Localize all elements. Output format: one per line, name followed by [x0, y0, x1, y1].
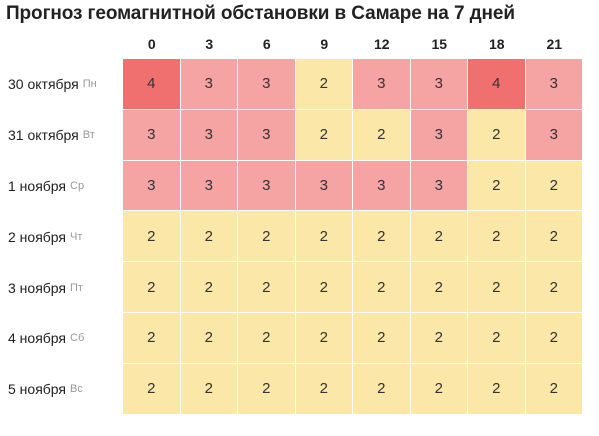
- day-of-week: Вт: [82, 129, 95, 142]
- kp-index-cell: 2: [295, 211, 352, 262]
- kp-index-cell: 2: [238, 312, 295, 363]
- day-label: 31 октября Вт: [0, 110, 123, 161]
- kp-index-cell: 2: [410, 312, 467, 363]
- forecast-row: 5 ноября Вс 2 2 2 2 2 2 2 2: [0, 363, 583, 415]
- kp-index-cell: 2: [295, 262, 352, 312]
- kp-index-cell: 3: [295, 160, 352, 211]
- kp-index-cell: 2: [295, 109, 352, 160]
- hour-header: 15: [431, 36, 448, 52]
- day-label: 4 ноября Сб: [0, 313, 123, 364]
- kp-index-cell: 3: [180, 160, 237, 211]
- kp-index-cell: 3: [525, 109, 582, 160]
- forecast-row: 1 ноября Ср 3 3 3 3 3 3 2 2: [0, 160, 583, 212]
- kp-index-cell: 2: [238, 363, 295, 414]
- hour-header: 3: [205, 36, 214, 52]
- kp-index-cell: 2: [525, 262, 582, 312]
- forecast-grid: 30 октября Пн 4 3 3 2 3 3 4 3 31 октября Вт 3 3 3 2 2 3 2 3…: [0, 59, 583, 415]
- kp-index-cell: 4: [123, 59, 180, 109]
- kp-index-cell: 3: [238, 109, 295, 160]
- kp-index-cell: 2: [123, 211, 180, 262]
- forecast-row: 31 октября Вт 3 3 3 2 2 3 2 3: [0, 109, 583, 161]
- day-label: 1 ноября Ср: [0, 161, 123, 212]
- kp-index-cell: 2: [468, 262, 525, 312]
- kp-index-cell: 3: [180, 59, 237, 109]
- day-of-week: Пн: [82, 78, 97, 91]
- kp-index-cell: 2: [238, 211, 295, 262]
- kp-index-cell: 2: [468, 109, 525, 160]
- kp-index-cell: 2: [123, 312, 180, 363]
- day-label: 30 октября Пн: [0, 59, 123, 110]
- day-label: 5 ноября Вс: [0, 364, 123, 415]
- kp-index-cell: 2: [525, 363, 582, 414]
- kp-index-cell: 3: [410, 109, 467, 160]
- kp-index-cell: 2: [353, 109, 410, 160]
- kp-index-cell: 2: [123, 363, 180, 414]
- kp-index-cell: 2: [525, 160, 582, 211]
- kp-index-cell: 2: [123, 262, 180, 312]
- kp-index-cell: 2: [180, 363, 237, 414]
- forecast-row: 2 ноября Чт 2 2 2 2 2 2 2 2: [0, 211, 583, 262]
- forecast-row: 4 ноября Сб 2 2 2 2 2 2 2 2: [0, 312, 583, 364]
- kp-index-cell: 2: [180, 211, 237, 262]
- day-label: 3 ноября Пт: [0, 262, 123, 313]
- kp-index-cell: 3: [353, 59, 410, 109]
- kp-index-cell: 2: [410, 363, 467, 414]
- kp-index-cell: 2: [468, 363, 525, 414]
- kp-index-cell: 2: [410, 211, 467, 262]
- kp-index-cell: 4: [468, 59, 525, 109]
- hour-header: 9: [320, 36, 329, 52]
- page-title: Прогноз геомагнитной обстановки в Самаре…: [6, 3, 515, 24]
- kp-index-cell: 2: [468, 312, 525, 363]
- kp-index-cell: 3: [123, 109, 180, 160]
- day-date: 31 октября: [8, 127, 79, 144]
- day-date: 1 ноября: [8, 177, 67, 194]
- hour-header: 12: [373, 36, 390, 52]
- kp-index-cell: 2: [525, 312, 582, 363]
- hour-header: 18: [488, 36, 505, 52]
- day-of-week: Чт: [70, 230, 83, 243]
- kp-index-cell: 2: [468, 211, 525, 262]
- hour-header-row: 0 3 6 9 12 15 18 21: [123, 36, 583, 52]
- kp-index-cell: 2: [353, 262, 410, 312]
- kp-index-cell: 2: [295, 59, 352, 109]
- kp-index-cell: 3: [238, 59, 295, 109]
- kp-index-cell: 2: [238, 262, 295, 312]
- kp-index-cell: 2: [353, 363, 410, 414]
- kp-index-cell: 3: [238, 160, 295, 211]
- day-of-week: Сб: [70, 332, 85, 345]
- kp-index-cell: 2: [180, 262, 237, 312]
- kp-index-cell: 2: [353, 211, 410, 262]
- kp-index-cell: 2: [180, 312, 237, 363]
- kp-index-cell: 3: [525, 59, 582, 109]
- kp-index-cell: 2: [525, 211, 582, 262]
- day-date: 5 ноября: [8, 381, 67, 398]
- kp-index-cell: 2: [468, 160, 525, 211]
- hour-header: 0: [147, 36, 156, 52]
- kp-index-cell: 3: [353, 160, 410, 211]
- day-date: 2 ноября: [8, 228, 67, 245]
- day-date: 4 ноября: [8, 330, 67, 347]
- day-label: 2 ноября Чт: [0, 211, 123, 262]
- kp-index-cell: 3: [123, 160, 180, 211]
- day-date: 3 ноября: [8, 279, 67, 296]
- kp-index-cell: 2: [295, 312, 352, 363]
- kp-index-cell: 3: [410, 160, 467, 211]
- hour-header: 21: [546, 36, 563, 52]
- kp-index-cell: 2: [410, 262, 467, 312]
- kp-index-cell: 2: [295, 363, 352, 414]
- hour-header: 6: [262, 36, 271, 52]
- day-of-week: Пт: [70, 281, 83, 294]
- forecast-row: 30 октября Пн 4 3 3 2 3 3 4 3: [0, 59, 583, 110]
- forecast-row: 3 ноября Пт 2 2 2 2 2 2 2 2: [0, 262, 583, 313]
- day-of-week: Вс: [70, 383, 83, 396]
- kp-index-cell: 3: [410, 59, 467, 109]
- day-of-week: Ср: [70, 179, 85, 192]
- kp-index-cell: 3: [180, 109, 237, 160]
- day-date: 30 октября: [8, 76, 79, 93]
- kp-index-cell: 2: [353, 312, 410, 363]
